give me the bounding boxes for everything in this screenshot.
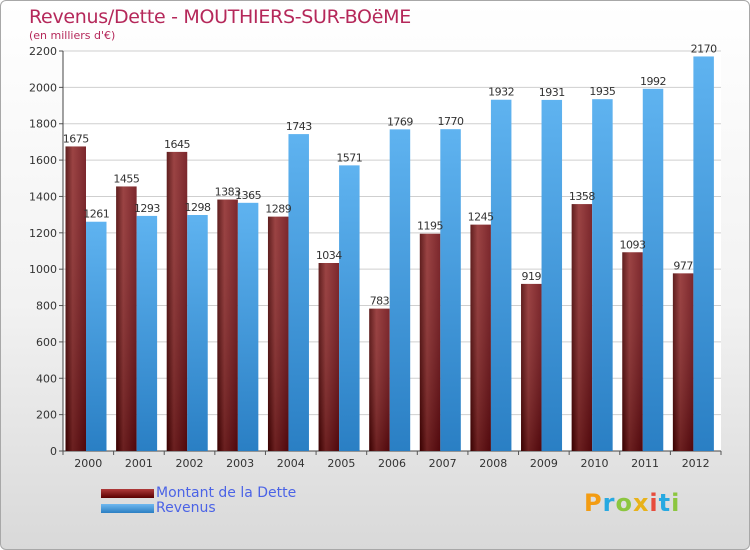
legend-label-dette: Montant de la Dette (156, 485, 297, 501)
x-tick-label: 2005 (327, 457, 355, 470)
logo-letter: i (671, 489, 681, 517)
x-tick-label: 2001 (125, 457, 153, 470)
bar-dette-shade-2001 (116, 186, 137, 452)
y-tick-label: 400 (36, 372, 57, 385)
bar-dette-shade-2008 (470, 224, 491, 451)
y-tick-label: 1600 (29, 154, 57, 167)
y-tick-label: 800 (36, 300, 57, 313)
x-tick-label: 2004 (277, 457, 305, 470)
bar-dette-shade-2004 (267, 216, 289, 451)
y-tick-label: 600 (36, 336, 57, 349)
label-revenus-2001: 1293 (134, 202, 160, 215)
label-revenus-2009: 1931 (539, 86, 565, 99)
bar-revenus-2001 (136, 215, 158, 451)
label-revenus-2004: 1743 (286, 120, 312, 133)
label-dette-2011: 1093 (620, 238, 646, 251)
x-tick-label: 2010 (580, 457, 608, 470)
x-tick-label: 2002 (176, 457, 204, 470)
bar-revenus-2003 (237, 202, 259, 451)
y-tick-label: 0 (50, 445, 57, 458)
label-revenus-2012: 2170 (691, 42, 717, 55)
label-revenus-2010: 1935 (589, 85, 615, 98)
bar-dette-shade-2002 (166, 151, 188, 451)
label-revenus-2000: 1261 (83, 208, 109, 221)
x-tick-label: 2003 (226, 457, 254, 470)
label-revenus-2003: 1365 (235, 189, 261, 202)
logo-letter: o (615, 489, 633, 517)
x-tick-label: 2000 (74, 457, 102, 470)
bar-revenus-2008 (490, 99, 512, 452)
legend-swatch-dette (101, 489, 154, 498)
bar-revenus-2011 (642, 88, 664, 452)
x-tick-label: 2006 (378, 457, 406, 470)
bar-revenus-2009 (541, 99, 563, 451)
legend-swatch-revenus (101, 504, 154, 513)
bar-revenus-2010 (592, 99, 613, 451)
bar-revenus-2012 (693, 56, 714, 452)
x-tick-label: 2011 (631, 457, 659, 470)
label-revenus-2008: 1932 (488, 86, 514, 99)
bar-dette-shade-2005 (318, 263, 340, 451)
label-revenus-2005: 1571 (336, 151, 362, 164)
label-dette-2005: 1034 (316, 249, 342, 262)
label-revenus-2007: 1770 (438, 115, 464, 128)
label-dette-2007: 1195 (417, 220, 443, 233)
proxiti-logo: Proxiti (584, 489, 680, 517)
label-dette-2009: 919 (522, 270, 542, 283)
x-tick-label: 2007 (429, 457, 457, 470)
label-revenus-2002: 1298 (184, 201, 210, 214)
label-dette-2004: 1289 (265, 203, 291, 216)
bar-revenus-2007 (440, 129, 461, 451)
x-tick-label: 2009 (530, 457, 558, 470)
label-dette-2003: 1383 (215, 186, 241, 199)
bar-dette-shade-2010 (571, 204, 593, 451)
bar-revenus-2002 (187, 215, 208, 451)
bar-revenus-2006 (389, 129, 411, 451)
y-tick-label: 1000 (29, 263, 57, 276)
bar-revenus-2005 (339, 165, 360, 451)
label-revenus-2011: 1992 (640, 75, 666, 88)
logo-letter: P (584, 489, 603, 517)
label-revenus-2006: 1769 (387, 115, 413, 128)
bar-revenus-2000 (86, 221, 107, 451)
label-dette-2008: 1245 (468, 211, 494, 224)
y-tick-label: 200 (36, 409, 57, 422)
y-tick-label: 1400 (29, 190, 57, 203)
y-tick-label: 1200 (29, 227, 57, 240)
label-dette-2012: 977 (673, 259, 693, 272)
bar-dette-shade-2011 (622, 252, 643, 451)
logo-letter: r (602, 489, 616, 517)
label-dette-2001: 1455 (113, 172, 139, 185)
label-dette-2000: 1675 (63, 132, 89, 145)
bar-dette-shade-2003 (217, 199, 238, 451)
bar-dette-shade-2006 (369, 308, 390, 451)
y-tick-label: 2200 (29, 45, 57, 58)
bar-dette-shade-2009 (521, 283, 542, 451)
y-tick-label: 2000 (29, 81, 57, 94)
label-dette-2006: 783 (370, 295, 390, 308)
x-tick-label: 2012 (682, 457, 710, 470)
bar-revenus-2004 (288, 134, 309, 451)
label-dette-2010: 1358 (569, 190, 595, 203)
bar-dette-shade-2012 (672, 273, 694, 451)
logo-letter: i (649, 489, 659, 517)
legend-label-revenus: Revenus (156, 500, 216, 516)
chart-title: Revenus/Dette - MOUTHIERS-SUR-BOëME (29, 6, 411, 28)
label-dette-2002: 1645 (164, 138, 190, 151)
chart-subtitle: (en milliers d'€) (29, 29, 116, 42)
x-tick-label: 2008 (479, 457, 507, 470)
logo-letter: t (658, 489, 672, 517)
bar-dette-shade-2007 (419, 233, 441, 451)
logo-letter: x (632, 489, 650, 517)
bar-dette-shade-2000 (65, 146, 86, 452)
y-tick-label: 1800 (29, 118, 57, 131)
